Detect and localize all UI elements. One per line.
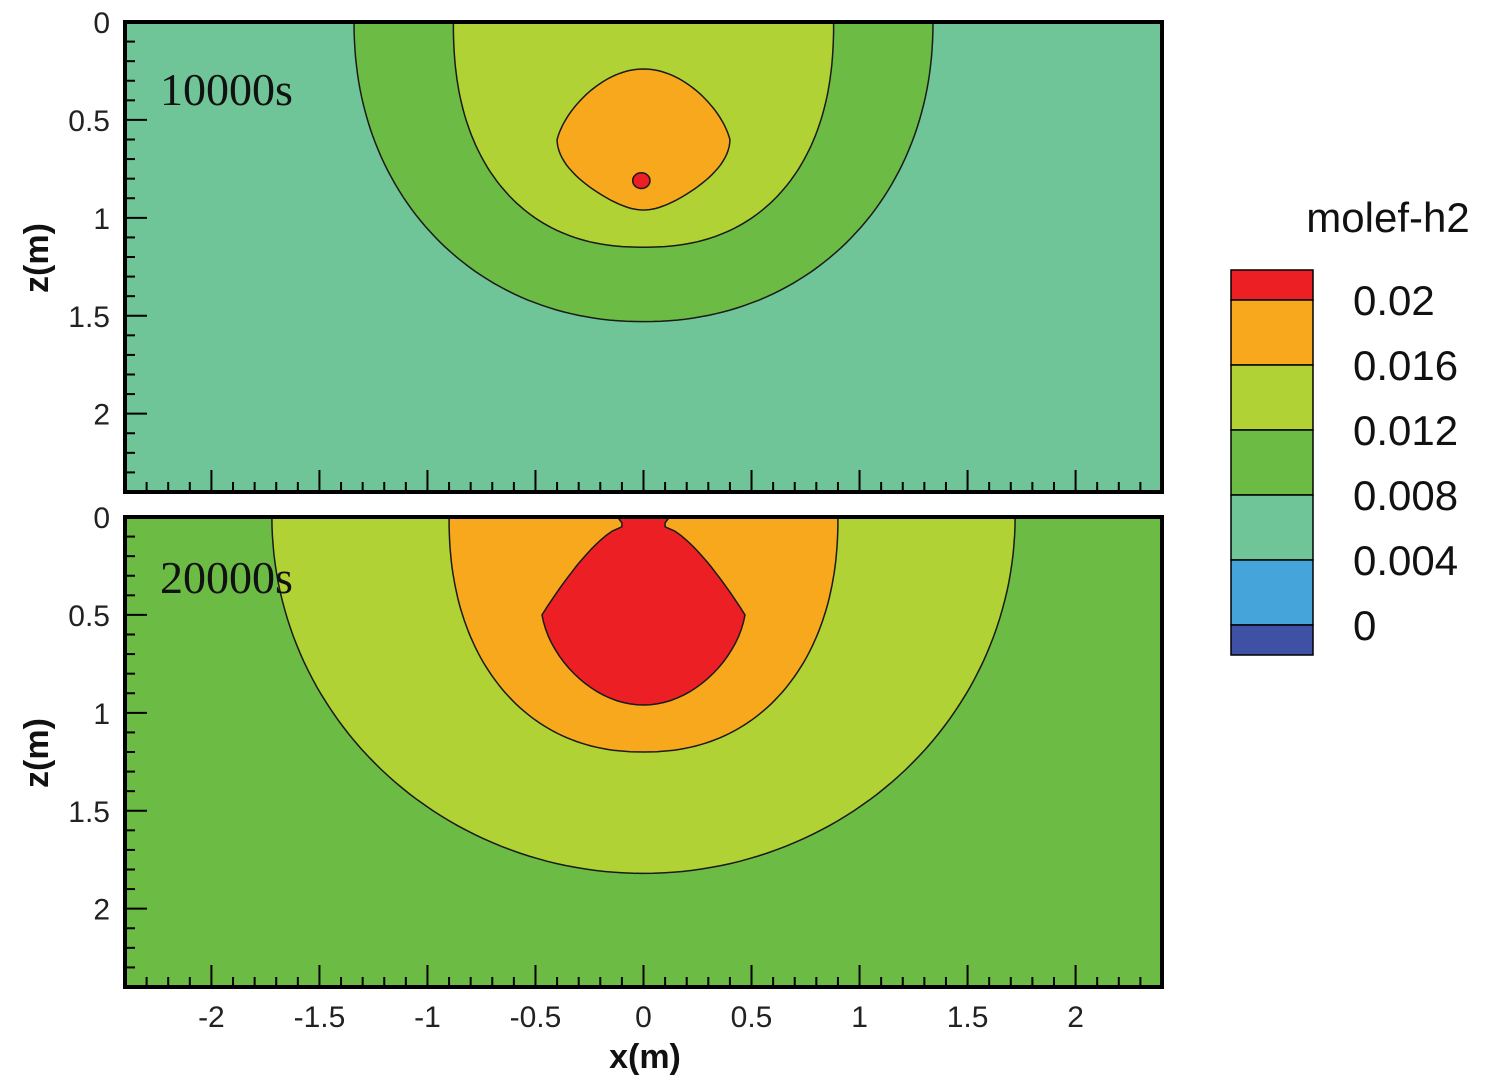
legend-swatch [1230,269,1314,301]
x-tick-label: 1 [851,1001,868,1034]
y-tick-label: 2 [93,399,110,432]
legend-swatch [1230,624,1314,656]
legend: molef-h2 0 0.004 0.008 0.012 0.016 0.02 [1230,194,1470,656]
x-tick-label: 2 [1067,1001,1084,1034]
legend-swatch [1230,494,1314,561]
x-tick-label: 0 [635,1001,652,1034]
x-tick-label: -0.5 [510,1001,562,1034]
y-tick-label: 0.5 [68,105,110,138]
x-tick-label: -1.5 [294,1001,346,1034]
y-tick-label: 2 [93,894,110,927]
panel-top: 10000s [123,20,1164,494]
y-tick-label: 1.5 [68,301,110,334]
legend-level-label: 0.016 [1353,342,1458,389]
x-tick-label: 0.5 [731,1001,773,1034]
y-tick-labels-top: 0 0.5 1 1.5 2 [68,7,110,432]
y-axis-label-bottom: z(m) [18,718,56,788]
panel-top-time-label: 10000s [160,64,293,115]
panel-top-contours [353,22,934,323]
y-tick-label: 0.5 [68,600,110,633]
y-tick-labels-bottom: 0 0.5 1 1.5 2 [68,502,110,927]
y-tick-label: 1 [93,203,110,236]
contour-band-0-3 [631,172,651,190]
legend-level-label: 0 [1353,602,1376,649]
legend-title: molef-h2 [1306,194,1469,241]
panel-top-frame [123,20,1164,494]
x-tick-labels: -2 -1.5 -1 -0.5 0 0.5 1 1.5 2 [198,1001,1084,1034]
y-tick-label: 1.5 [68,796,110,829]
legend-level-label: 0.02 [1353,277,1435,324]
legend-labels: 0 0.004 0.008 0.012 0.016 0.02 [1353,277,1458,649]
legend-swatches [1230,269,1314,656]
y-tick-label: 0 [93,7,110,40]
x-tick-label: 1.5 [947,1001,989,1034]
y-tick-label: 0 [93,502,110,535]
y-tick-label: 1 [93,698,110,731]
y-axis-label-top: z(m) [18,223,56,293]
contour-band-1-2 [541,517,746,706]
legend-swatch [1230,299,1314,366]
panel-bottom-frame [123,515,1164,989]
x-tick-label: -1 [414,1001,441,1034]
legend-swatch [1230,559,1314,626]
contour-band-0-2 [556,68,731,211]
legend-level-label: 0.004 [1353,537,1458,584]
x-axis-label: x(m) [609,1038,681,1076]
panel-bottom: 20000s [123,515,1164,989]
legend-level-label: 0.008 [1353,472,1458,519]
panel-bottom-contours [271,517,1016,875]
panel-bottom-time-label: 20000s [160,552,293,603]
legend-swatch [1230,364,1314,431]
legend-level-label: 0.012 [1353,407,1458,454]
x-tick-label: -2 [198,1001,225,1034]
legend-swatch [1230,429,1314,496]
